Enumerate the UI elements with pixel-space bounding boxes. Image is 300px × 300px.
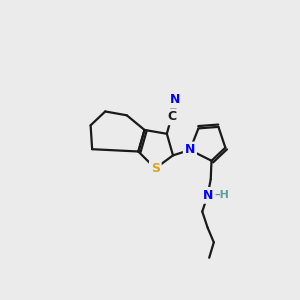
Text: S: S <box>151 162 160 175</box>
Text: N: N <box>185 143 195 157</box>
Text: N: N <box>170 93 181 106</box>
Text: N: N <box>202 189 213 202</box>
Text: –H: –H <box>214 190 230 200</box>
Text: C: C <box>167 110 176 123</box>
